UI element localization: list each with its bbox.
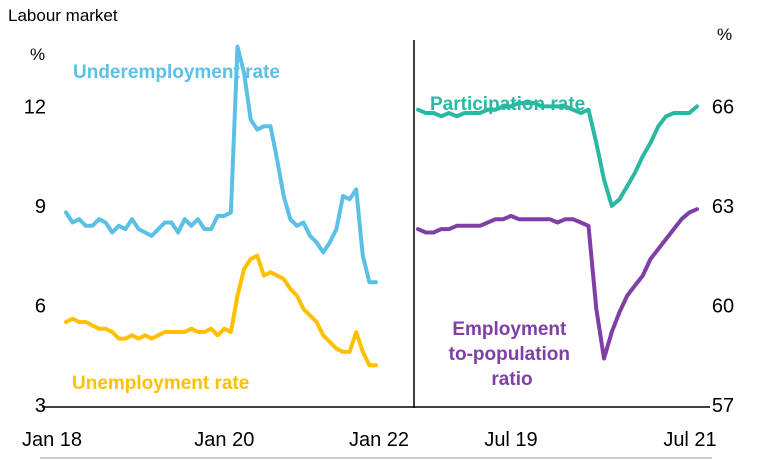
left-x-tick-label: Jan 22 xyxy=(349,429,409,451)
right-x-ticks: Jul 19 Jul 21 xyxy=(484,429,716,451)
participation-series-line xyxy=(416,101,699,208)
employment-label-line-1: Employment xyxy=(452,319,567,340)
unemployment-series-line xyxy=(64,253,378,368)
left-x-ticks: Jan 18 Jan 20 Jan 22 xyxy=(22,429,409,451)
right-y-tick-label: 66 xyxy=(712,96,734,118)
left-unit-label: % xyxy=(30,45,45,64)
right-series-lines xyxy=(416,101,699,361)
left-y-tick-label: 12 xyxy=(24,96,46,118)
figure-title: Labour market xyxy=(8,6,118,25)
employment-series-line xyxy=(416,207,699,361)
left-y-tick-label: 6 xyxy=(35,295,46,317)
right-y-tick-label: 63 xyxy=(712,196,734,218)
right-x-tick-label: Jul 21 xyxy=(663,429,716,451)
left-x-tick-label: Jan 20 xyxy=(194,429,254,451)
left-y-tick-label: 3 xyxy=(35,395,46,417)
right-y-tick-label: 57 xyxy=(712,395,734,417)
underemployment-label: Underemployment rate xyxy=(73,62,280,83)
participation-label: Participation rate xyxy=(430,94,585,115)
left-panel: % 3 6 9 12 Jan 18 Jan 20 Jan 22 Underemployme… xyxy=(22,44,414,451)
underemployment-series-line xyxy=(64,44,378,285)
right-y-ticks: 57 60 63 66 xyxy=(712,96,734,417)
right-x-tick-label: Jul 19 xyxy=(484,429,537,451)
unemployment-label: Unemployment rate xyxy=(72,373,249,394)
employment-label-line-3: ratio xyxy=(491,369,532,390)
right-y-tick-label: 60 xyxy=(712,295,734,317)
left-y-ticks: 3 6 9 12 xyxy=(24,96,46,417)
left-x-tick-label: Jan 18 xyxy=(22,429,82,451)
left-y-tick-label: 9 xyxy=(35,196,46,218)
right-unit-label: % xyxy=(717,25,732,44)
right-panel: % 57 60 63 66 Jul 19 Jul 21 Participation ra… xyxy=(414,25,734,451)
employment-label-line-2: to-population xyxy=(449,344,570,365)
left-series-lines xyxy=(64,44,378,368)
employment-label: Employment to-population ratio xyxy=(449,319,576,390)
